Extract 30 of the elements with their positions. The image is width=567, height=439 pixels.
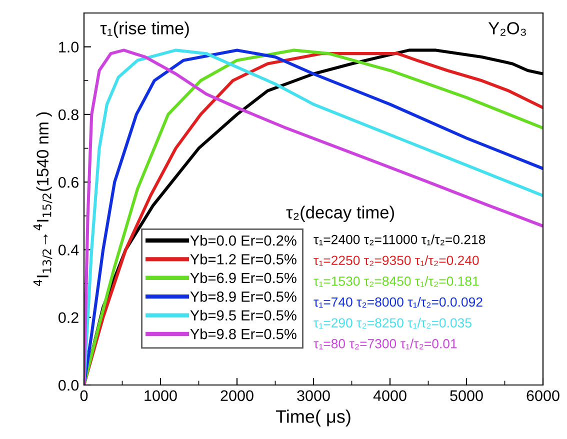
legend-label: Yb=9.5 Er=0.5% (190, 310, 296, 321)
annotation: τ₁=2250 τ₂=9350 τ₁/τ₂=0.240 (314, 255, 479, 266)
x-tick-label: 5000 (450, 390, 483, 402)
x-tick-label: 1000 (144, 390, 177, 402)
y-tick-label: 0.6 (58, 176, 78, 188)
annotation: τ₁=2400 τ₂=11000 τ₁/τ₂=0.218 (314, 234, 486, 246)
annotation: τ₁(rise time) (100, 22, 189, 38)
y-tick-label: 0.8 (58, 109, 78, 120)
x-tick-label: 2000 (220, 390, 254, 402)
annotation: τ₁=1530 τ₂=8450 τ₁/τ₂=0.181 (314, 276, 479, 287)
annotation: τ₂(decay time) (286, 206, 394, 222)
y-tick-label: 0.4 (58, 244, 79, 256)
y-tick-label: 0.0 (58, 380, 79, 391)
legend-label: Yb=6.9 Er=0.5% (190, 272, 296, 284)
y-tick-label: 0.2 (58, 312, 78, 324)
legend-label: Yb=8.9 Er=0.5% (190, 291, 296, 302)
x-axis-title: Time( μs) (276, 410, 350, 426)
legend-label: Yb=0.0 Er=0.2% (190, 235, 296, 246)
annotation: τ₁=290 τ₂=8250 τ₁/τ₂=0.035 (314, 318, 472, 329)
legend-label: Yb=9.8 Er=0.5% (190, 328, 296, 340)
annotation: Y₂O₃ (488, 22, 526, 36)
x-tick-label: 4000 (373, 390, 406, 402)
annotation: τ₁=740 τ₂=8000 τ₁/τ₂=0.0.092 (314, 297, 482, 308)
x-tick-label: 3000 (297, 390, 330, 402)
x-tick-label: 6000 (526, 390, 560, 402)
y-axis-title: $^{4}$I$_{13/2}$→$^{4}$I$_{15/2}$(1540 nm ) (34, 112, 52, 286)
legend-label: Yb=1.2 Er=0.5% (190, 254, 296, 264)
y-tick-label: 1.0 (59, 42, 79, 53)
annotation: τ₁=80 τ₂=7300 τ₁/τ₂=0.01 (314, 338, 457, 350)
x-tick-label: 0 (80, 390, 88, 402)
